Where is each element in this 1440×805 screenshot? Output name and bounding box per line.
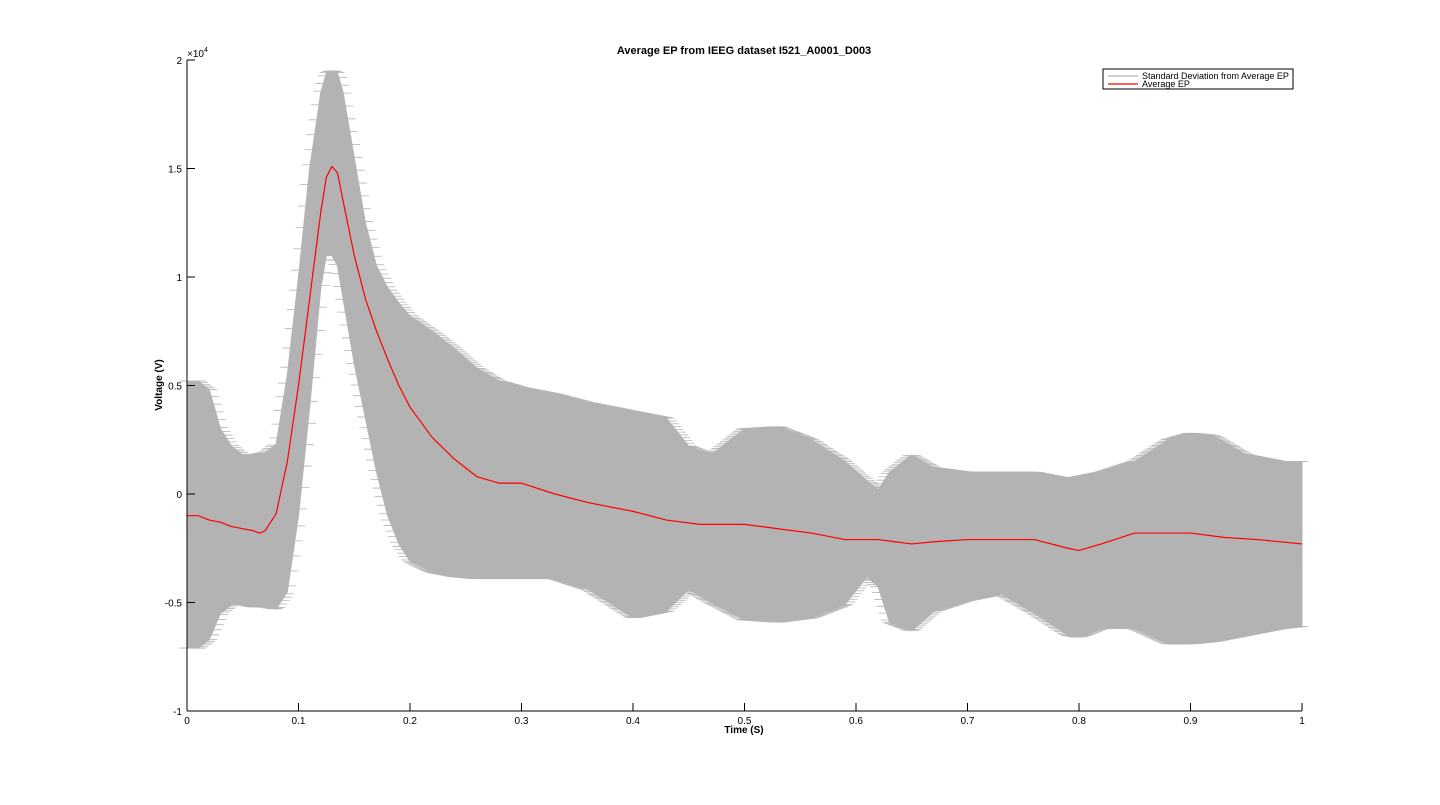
legend-label-std: Standard Deviation from Average EP (1142, 71, 1289, 81)
x-tick-label: 0 (184, 716, 190, 727)
x-tick-label: 0.2 (403, 716, 417, 727)
x-tick-label: 0.6 (849, 716, 863, 727)
chart-title: Average EP from IEEG dataset I521_A0001_… (617, 45, 871, 57)
y-tick-label: 1.5 (168, 165, 182, 176)
legend-label-avg: Average EP (1142, 79, 1190, 89)
legend-box (1102, 68, 1294, 90)
x-tick-label: 0.7 (961, 716, 975, 727)
y-tick-label: 2 (176, 56, 182, 67)
plot-area (179, 70, 1309, 649)
x-tick-label: 0.9 (1184, 716, 1198, 727)
y-tick-label: -0.5 (165, 599, 183, 610)
y-exponent-label: ×104 (187, 47, 208, 60)
legend: Standard Deviation from Average EP Avera… (1102, 68, 1294, 90)
x-tick-label: 0.1 (292, 716, 306, 727)
x-tick-label: 0.3 (515, 716, 529, 727)
average-ep-line (187, 165, 1303, 552)
y-exponent-base: ×10 (187, 49, 204, 60)
x-tick-label: 1 (1299, 716, 1305, 727)
axes: 0 0.1 0.2 0.3 0.4 0.5 0.6 0.7 0.8 0.9 1 -1 -0.5 0 0.5 1… (165, 56, 1305, 727)
std-band-texture (179, 70, 1309, 649)
x-axis-label: Time (S) (724, 725, 763, 736)
y-tick-label: 1 (176, 273, 182, 284)
y-tick-label: -1 (173, 707, 182, 718)
y-tick-label: 0 (176, 490, 182, 501)
x-tick-label: 0.8 (1072, 716, 1086, 727)
y-axis-label: Voltage (V) (154, 359, 165, 410)
x-tick-label: 0.5 (738, 716, 752, 727)
y-tick-label: 0.5 (168, 382, 182, 393)
x-tick-label: 0.4 (626, 716, 640, 727)
y-exponent-power: 4 (204, 47, 208, 54)
